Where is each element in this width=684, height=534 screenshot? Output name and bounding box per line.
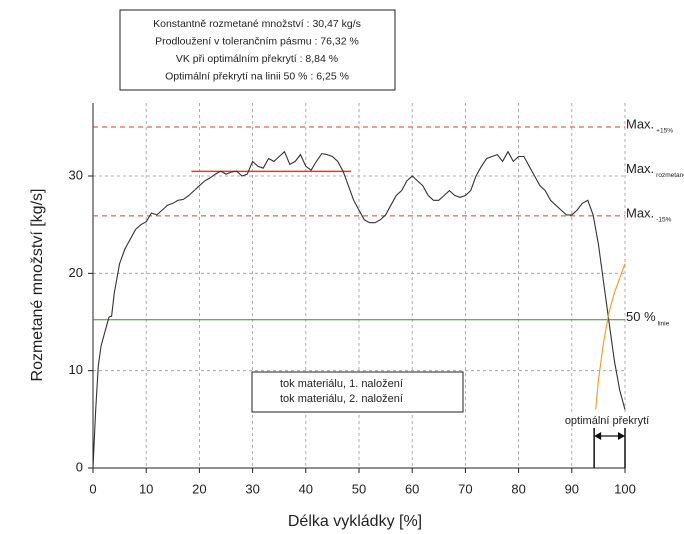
x-tick-label: 100 <box>614 481 636 496</box>
x-tick-label: 10 <box>139 481 153 496</box>
reference-sublabel: rozmetané množství <box>656 172 684 179</box>
y-tick-label: 30 <box>69 167 83 182</box>
x-tick-label: 80 <box>511 481 525 496</box>
legend-label: tok materiálu, 1. naložení <box>280 378 403 390</box>
data-line <box>92 150 626 469</box>
arrow-head <box>594 432 602 440</box>
x-tick-label: 40 <box>299 481 313 496</box>
overlap-label-bg <box>558 414 656 428</box>
reference-sublabel: linie <box>658 320 670 327</box>
info-line: Optimální překrytí na linii 50 % : 6,25 … <box>165 70 349 82</box>
y-tick-label: 20 <box>69 265 83 280</box>
x-axis-label: Délka vykládky [%] <box>288 513 422 530</box>
reference-sublabel: +15% <box>656 128 673 135</box>
reference-label: Max. <box>626 161 654 176</box>
x-tick-label: 90 <box>565 481 579 496</box>
reference-label: 50 % <box>626 309 656 324</box>
data-line <box>595 263 626 410</box>
info-box <box>119 9 396 91</box>
x-tick-label: 0 <box>89 481 96 496</box>
x-tick-label: 30 <box>245 481 259 496</box>
y-tick-label: 10 <box>69 362 83 377</box>
info-line: Prodloužení v tolerančním pásmu : 76,32 … <box>155 35 359 47</box>
x-tick-label: 20 <box>192 481 206 496</box>
info-line: Konstantně rozmetané množství : 30,47 kg… <box>153 18 361 30</box>
x-tick-label: 50 <box>352 481 366 496</box>
y-tick-label: 0 <box>76 459 83 474</box>
x-tick-label: 60 <box>405 481 419 496</box>
arrow-head <box>618 432 625 440</box>
info-line: VK při optimálním překrytí : 8,84 % <box>176 53 338 65</box>
legend-label: tok materiálu, 2. naložení <box>280 393 403 405</box>
reference-label: Max. <box>626 205 654 220</box>
reference-sublabel: -15% <box>656 217 671 224</box>
y-axis-label: Rozmetané množství [kg/s] <box>29 189 46 382</box>
legend-box <box>251 371 464 413</box>
reference-label: Max. <box>626 116 654 131</box>
x-tick-label: 70 <box>458 481 472 496</box>
overlap-label: optimální překrytí <box>565 415 649 427</box>
